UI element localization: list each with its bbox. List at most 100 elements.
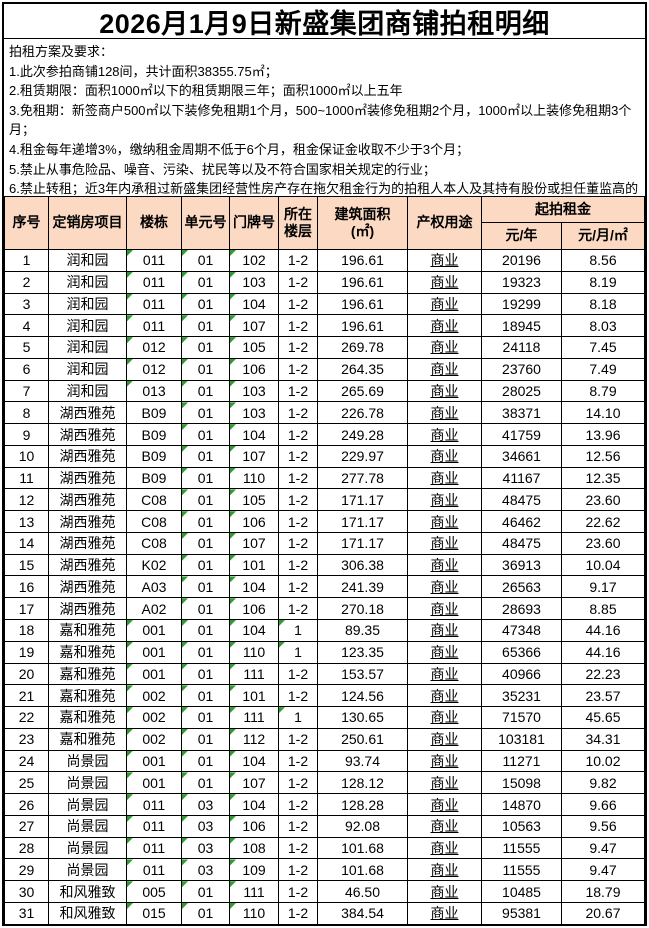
col-header-no: 序号 xyxy=(4,196,49,250)
table-body: 1 润和园 011 01 102 1-2 196.61 商业 20196 8.5… xyxy=(4,249,645,924)
table-row: 4 润和园 011 01 107 1-2 196.61 商业 18945 8.0… xyxy=(4,314,645,338)
cell-door: 104 xyxy=(229,619,279,642)
cell-unit: 01 xyxy=(181,401,230,425)
cell-rent-year: 103181 xyxy=(481,727,562,751)
table-row: 3 润和园 011 01 104 1-2 196.61 商业 19299 8.1… xyxy=(4,292,645,316)
sliver-cell xyxy=(481,925,561,926)
excel-error-flag xyxy=(230,533,236,539)
cell-rent-month: 8.18 xyxy=(561,292,645,316)
excel-error-flag xyxy=(127,707,133,714)
cell-project: 嘉和雅苑 xyxy=(48,662,127,686)
cell-unit: 01 xyxy=(181,749,230,773)
cell-floor: 1-2 xyxy=(278,793,318,816)
cell-building: K02 xyxy=(126,553,182,577)
cell-use: 商业 xyxy=(407,488,482,512)
cell-building: 002 xyxy=(126,727,182,751)
col-header-area-line2: (㎡) xyxy=(350,223,375,239)
cell-no: 13 xyxy=(4,510,49,533)
cell-project: 湖西雅苑 xyxy=(48,597,127,621)
table-row: 10 湖西雅苑 B09 01 107 1-2 229.97 商业 34661 1… xyxy=(4,444,645,468)
cell-use: 商业 xyxy=(407,836,482,860)
cell-building: 012 xyxy=(126,336,182,359)
auction-notes: 拍租方案及要求： 1.此次参拍商铺128间，共计面积38355.75㎡； 2.租赁… xyxy=(4,39,645,216)
cell-floor: 1-2 xyxy=(278,749,318,773)
excel-error-flag xyxy=(127,250,133,256)
excel-error-flag xyxy=(126,925,132,926)
cell-floor: 1-2 xyxy=(278,531,318,555)
cell-no: 26 xyxy=(4,793,49,816)
excel-error-flag xyxy=(127,315,133,322)
cell-rent-year: 26563 xyxy=(481,575,562,599)
cell-project: 嘉和雅苑 xyxy=(48,727,127,751)
cell-door: 107 xyxy=(229,314,279,338)
cell-area: 128.28 xyxy=(317,793,408,816)
cell-project: 尚景园 xyxy=(48,749,127,773)
cell-rent-year: 20196 xyxy=(481,249,562,272)
cell-rent-month: 13.96 xyxy=(561,423,645,446)
cell-project: 嘉和雅苑 xyxy=(48,706,127,729)
cell-building: A03 xyxy=(126,575,182,599)
cell-no: 22 xyxy=(4,706,49,729)
cell-use: 商业 xyxy=(407,662,482,686)
excel-error-flag xyxy=(230,468,236,474)
cell-area: 93.74 xyxy=(317,749,408,773)
cell-floor: 1-2 xyxy=(278,423,318,446)
cell-door: 104 xyxy=(229,292,279,316)
cell-project: 湖西雅苑 xyxy=(48,575,127,599)
note-item: 4.租金每年递增3%，缴纳租金周期不低于6个月，租金保证金收取不少于3个月； xyxy=(9,141,470,157)
cell-door: 111 xyxy=(229,662,279,686)
table-row: 16 湖西雅苑 A03 01 104 1-2 241.39 商业 26563 9… xyxy=(4,575,645,599)
cell-area: 128.12 xyxy=(317,771,408,795)
cell-use: 商业 xyxy=(407,510,482,533)
cell-building: A02 xyxy=(126,597,182,621)
cell-rent-month: 9.82 xyxy=(561,771,645,795)
cell-use: 商业 xyxy=(407,336,482,359)
sliver-cell xyxy=(48,925,126,926)
sliver-cell xyxy=(278,925,317,926)
excel-error-flag xyxy=(182,468,188,474)
cell-building: 002 xyxy=(126,706,182,729)
excel-error-flag xyxy=(181,925,187,926)
cell-no: 8 xyxy=(4,401,49,425)
clipped-next-row xyxy=(4,925,645,926)
excel-error-flag xyxy=(230,337,236,344)
cell-area: 171.17 xyxy=(317,510,408,533)
cell-building: 011 xyxy=(126,836,182,860)
cell-rent-month: 44.16 xyxy=(561,619,645,642)
cell-use: 商业 xyxy=(407,771,482,795)
cell-project: 湖西雅苑 xyxy=(48,553,127,577)
cell-area: 384.54 xyxy=(317,901,408,924)
cell-floor: 1-2 xyxy=(278,836,318,860)
cell-area: 226.78 xyxy=(317,401,408,425)
table-row: 28 尚景园 011 03 108 1-2 101.68 商业 11555 9.… xyxy=(4,836,645,860)
cell-door: 110 xyxy=(229,901,279,924)
excel-error-flag xyxy=(182,772,188,779)
excel-error-flag xyxy=(230,881,236,888)
cell-building: C08 xyxy=(126,488,182,512)
cell-floor: 1-2 xyxy=(278,880,318,903)
cell-use: 商业 xyxy=(407,423,482,446)
cell-project: 嘉和雅苑 xyxy=(48,640,127,664)
cell-floor: 1-2 xyxy=(278,553,318,577)
excel-error-flag xyxy=(182,642,188,648)
page-title: 2026月1月9日新盛集团商铺拍租明细 xyxy=(4,4,645,39)
cell-door: 108 xyxy=(229,836,279,860)
cell-no: 18 xyxy=(4,619,49,642)
cell-project: 润和园 xyxy=(48,249,127,272)
cell-building: B09 xyxy=(126,466,182,490)
cell-unit: 03 xyxy=(181,858,230,882)
cell-no: 24 xyxy=(4,749,49,773)
table-row: 1 润和园 011 01 102 1-2 196.61 商业 20196 8.5… xyxy=(4,249,645,272)
excel-error-flag xyxy=(182,903,188,909)
cell-door: 106 xyxy=(229,597,279,621)
cell-area: 306.38 xyxy=(317,553,408,577)
excel-error-flag xyxy=(230,772,236,779)
excel-error-flag xyxy=(182,337,188,344)
cell-door: 110 xyxy=(229,466,279,490)
cell-project: 湖西雅苑 xyxy=(48,466,127,490)
cell-no: 27 xyxy=(4,814,49,838)
cell-project: 尚景园 xyxy=(48,814,127,838)
cell-building: 011 xyxy=(126,858,182,882)
cell-project: 润和园 xyxy=(48,292,127,316)
excel-error-flag xyxy=(182,294,188,300)
